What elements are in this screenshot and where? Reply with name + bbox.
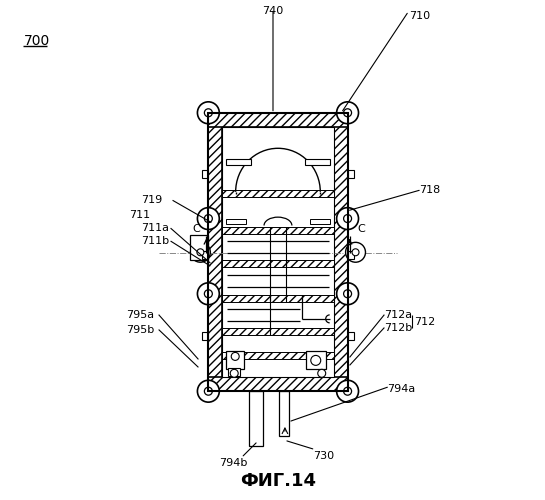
- Bar: [222, 260, 334, 267]
- Text: 795b: 795b: [126, 324, 154, 334]
- Bar: [222, 126, 334, 378]
- Text: 711a: 711a: [141, 223, 169, 233]
- Circle shape: [343, 290, 352, 298]
- Bar: [334, 113, 348, 391]
- Circle shape: [352, 249, 359, 256]
- Text: 712: 712: [414, 316, 435, 326]
- Bar: [208, 113, 222, 391]
- Bar: [249, 391, 263, 446]
- Circle shape: [337, 380, 359, 402]
- Text: 795a: 795a: [126, 310, 154, 320]
- Circle shape: [197, 283, 219, 304]
- Bar: [202, 332, 208, 340]
- Bar: [226, 218, 246, 224]
- Bar: [228, 368, 240, 376]
- Bar: [202, 170, 208, 178]
- Text: 740: 740: [262, 6, 283, 16]
- Circle shape: [343, 387, 352, 395]
- Circle shape: [343, 109, 352, 116]
- Circle shape: [204, 387, 213, 395]
- Circle shape: [337, 208, 359, 230]
- Bar: [305, 159, 330, 165]
- Bar: [222, 228, 334, 234]
- Text: 730: 730: [313, 451, 334, 461]
- Bar: [226, 159, 251, 165]
- Bar: [222, 190, 334, 197]
- Text: ФИГ.14: ФИГ.14: [240, 472, 316, 490]
- Text: 700: 700: [23, 34, 50, 48]
- Text: 718: 718: [419, 186, 440, 196]
- Text: 794b: 794b: [219, 458, 247, 468]
- Text: C: C: [358, 224, 365, 234]
- Text: 794a: 794a: [387, 384, 416, 394]
- Circle shape: [197, 380, 219, 402]
- Circle shape: [204, 214, 213, 222]
- Circle shape: [190, 242, 210, 262]
- Text: 712b: 712b: [384, 322, 413, 332]
- Circle shape: [231, 352, 239, 360]
- Bar: [348, 332, 354, 340]
- Text: 719: 719: [141, 196, 162, 205]
- Bar: [348, 170, 354, 178]
- Text: C: C: [192, 224, 201, 234]
- Bar: [208, 113, 348, 391]
- Circle shape: [197, 102, 219, 124]
- Circle shape: [346, 242, 366, 262]
- Bar: [310, 218, 330, 224]
- Circle shape: [197, 208, 219, 230]
- Circle shape: [343, 214, 352, 222]
- Bar: [208, 113, 348, 126]
- Bar: [306, 352, 326, 370]
- Text: 712a: 712a: [384, 310, 413, 320]
- Bar: [202, 251, 208, 259]
- Circle shape: [318, 370, 326, 378]
- Bar: [208, 378, 348, 391]
- Circle shape: [204, 109, 213, 116]
- Circle shape: [197, 249, 204, 256]
- Text: 711: 711: [129, 210, 150, 220]
- Bar: [222, 328, 334, 334]
- Circle shape: [337, 102, 359, 124]
- Circle shape: [311, 356, 320, 366]
- Circle shape: [230, 370, 238, 378]
- Text: 711b: 711b: [141, 236, 169, 246]
- Bar: [279, 391, 289, 436]
- Circle shape: [204, 290, 213, 298]
- Bar: [348, 251, 354, 259]
- Bar: [222, 295, 334, 302]
- Bar: [190, 235, 208, 260]
- Text: 710: 710: [409, 12, 431, 22]
- Circle shape: [337, 283, 359, 304]
- Bar: [222, 352, 334, 359]
- Bar: [226, 352, 244, 370]
